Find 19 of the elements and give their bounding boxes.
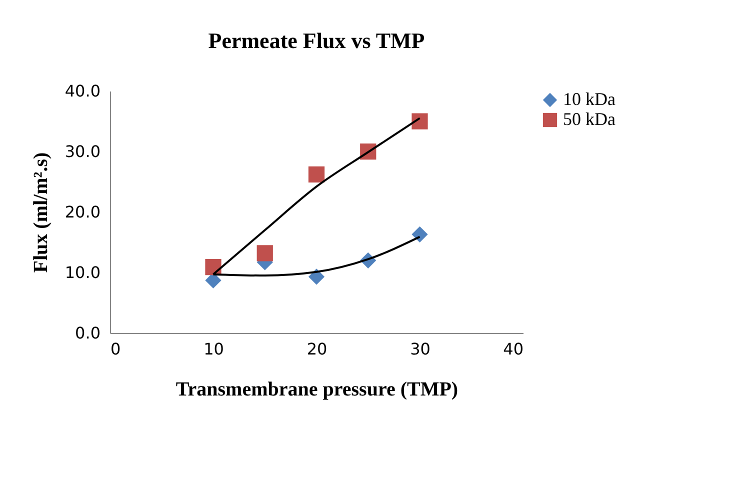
y-tick-label: 40.0 <box>64 82 100 100</box>
y-tick-label: 10.0 <box>64 263 100 282</box>
x-tick-label: 0 <box>110 340 121 358</box>
point <box>308 166 325 183</box>
y-tick-label: 20.0 <box>64 202 100 222</box>
legend-label: 10 kDa <box>563 89 616 109</box>
x-axis-title: Transmembrane pressure (TMP) <box>176 378 458 400</box>
y-axis-title: Flux (ml/m².s) <box>30 152 52 273</box>
x-tick-label: 40 <box>503 340 524 358</box>
point <box>412 113 428 130</box>
x-tick-label: 20 <box>306 340 328 358</box>
legend-label: 50 kDa <box>563 109 616 129</box>
point <box>256 245 273 262</box>
y-tick-label: 30.0 <box>64 142 100 161</box>
chart-title: Permeate Flux vs TMP <box>208 28 425 53</box>
x-tick-label: 10 <box>204 340 224 358</box>
x-tick-label: 30 <box>410 340 430 358</box>
y-tick-label: 0.0 <box>75 324 100 342</box>
point <box>412 226 428 242</box>
